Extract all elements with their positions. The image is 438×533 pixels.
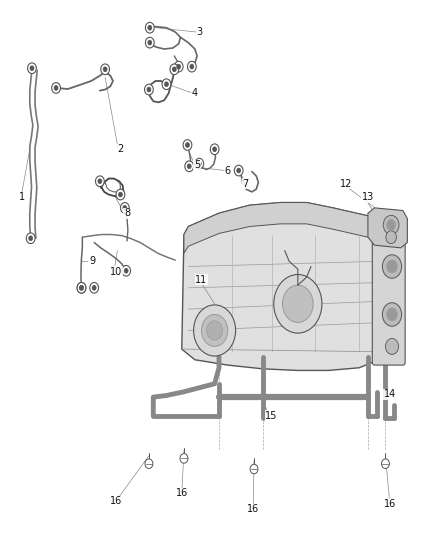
Circle shape [77,282,86,293]
Circle shape [145,84,153,95]
Circle shape [148,25,152,30]
Circle shape [185,161,194,172]
Circle shape [148,40,152,45]
Circle shape [383,215,399,235]
Circle shape [213,147,216,152]
Text: 3: 3 [196,27,202,37]
Circle shape [250,464,258,474]
Circle shape [382,303,402,326]
Circle shape [95,176,104,187]
Circle shape [122,265,131,276]
Circle shape [124,269,128,273]
Text: 7: 7 [242,179,248,189]
Circle shape [187,164,191,169]
Text: 16: 16 [247,504,259,514]
Circle shape [145,459,153,469]
Circle shape [147,87,151,92]
Circle shape [387,308,397,321]
Circle shape [237,168,241,173]
Circle shape [90,282,99,293]
Circle shape [52,83,60,93]
Circle shape [92,286,96,290]
Text: 16: 16 [110,496,122,506]
Text: 9: 9 [89,256,95,266]
Circle shape [197,161,201,166]
Circle shape [118,192,123,197]
Polygon shape [184,203,385,253]
Circle shape [145,37,154,48]
Polygon shape [368,208,407,248]
Circle shape [386,231,396,244]
Text: 14: 14 [384,390,396,399]
Text: 13: 13 [362,192,374,202]
Text: 6: 6 [225,166,231,175]
Circle shape [30,66,34,70]
Circle shape [28,63,36,74]
Circle shape [103,67,107,72]
Circle shape [123,205,127,211]
Text: 2: 2 [117,144,124,154]
Circle shape [180,454,188,463]
Circle shape [210,144,219,155]
Text: 16: 16 [176,488,188,498]
Text: 8: 8 [124,208,130,218]
Circle shape [387,260,397,273]
Circle shape [234,165,243,176]
Circle shape [194,305,236,356]
Circle shape [387,220,396,230]
FancyBboxPatch shape [372,235,405,365]
Circle shape [195,158,204,169]
Text: 12: 12 [340,179,352,189]
Circle shape [274,274,322,333]
Polygon shape [182,203,385,370]
Circle shape [207,321,223,340]
Circle shape [190,64,194,69]
Circle shape [80,286,83,290]
Circle shape [101,64,110,75]
Circle shape [201,314,228,346]
Circle shape [170,64,179,75]
Text: 11: 11 [195,275,208,285]
Circle shape [283,285,313,322]
Text: 5: 5 [194,160,200,170]
Circle shape [116,189,125,200]
Text: 15: 15 [265,411,278,421]
Circle shape [77,282,86,293]
Circle shape [164,82,168,86]
Circle shape [26,233,35,244]
Circle shape [381,459,389,469]
Circle shape [162,79,171,90]
Circle shape [187,61,196,72]
Circle shape [54,85,58,90]
Circle shape [177,64,180,69]
Circle shape [98,179,102,183]
Circle shape [382,255,402,278]
Text: 16: 16 [384,499,396,508]
Circle shape [174,61,183,72]
Text: 1: 1 [19,192,25,202]
Circle shape [145,22,154,33]
Circle shape [80,286,83,290]
Circle shape [183,140,192,150]
Text: 10: 10 [110,267,122,277]
Circle shape [29,236,33,241]
Circle shape [120,203,129,213]
Circle shape [186,142,189,147]
Text: 4: 4 [192,88,198,98]
Circle shape [173,67,176,72]
Circle shape [385,338,399,354]
